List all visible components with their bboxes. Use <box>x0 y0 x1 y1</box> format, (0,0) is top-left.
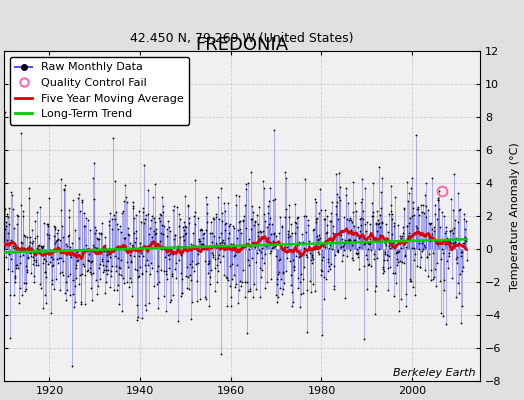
Text: 42.450 N, 79.269 W (United States): 42.450 N, 79.269 W (United States) <box>130 32 354 45</box>
Y-axis label: Temperature Anomaly (°C): Temperature Anomaly (°C) <box>510 142 520 290</box>
Legend: Raw Monthly Data, Quality Control Fail, Five Year Moving Average, Long-Term Tren: Raw Monthly Data, Quality Control Fail, … <box>10 57 189 125</box>
Title: FREDONIA: FREDONIA <box>195 36 289 54</box>
Text: Berkeley Earth: Berkeley Earth <box>393 368 475 378</box>
